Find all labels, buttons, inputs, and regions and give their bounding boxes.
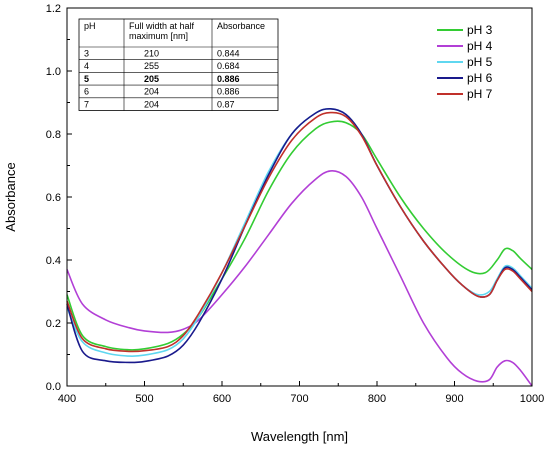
table-cell: 255 xyxy=(144,61,159,71)
x-tick-label: 600 xyxy=(213,393,231,405)
y-tick-label: 0.2 xyxy=(46,318,61,330)
table-cell: 3 xyxy=(84,49,89,59)
series-line-ph-5 xyxy=(66,107,533,358)
table-cell: 0.886 xyxy=(217,74,240,84)
table-cell: 4 xyxy=(84,61,89,71)
legend-label-ph-5: pH 5 xyxy=(467,55,493,69)
legend-label-ph-3: pH 3 xyxy=(467,23,493,37)
x-tick-label: 1000 xyxy=(520,393,544,405)
legend: pH 3 pH 4 pH 5 pH 6 pH 7 xyxy=(437,23,493,101)
series-line-ph-7 xyxy=(66,111,533,353)
table-cell: 204 xyxy=(144,87,159,97)
table-header-cell: maximum [nm] xyxy=(129,31,188,41)
legend-label-ph-6: pH 6 xyxy=(467,71,493,85)
y-axis: 0.0 0.2 0.4 0.6 0.8 1.0 1.2 xyxy=(46,3,72,393)
table-cell: 205 xyxy=(144,74,159,84)
table-cell: 204 xyxy=(144,99,159,109)
y-tick-label: 0.0 xyxy=(46,381,61,393)
x-tick-label: 900 xyxy=(445,393,463,405)
legend-label-ph-4: pH 4 xyxy=(467,39,493,53)
series-line-ph-4 xyxy=(66,169,533,387)
y-tick-label: 1.2 xyxy=(46,3,61,15)
table-cell: 6 xyxy=(84,87,89,97)
series-layer xyxy=(66,107,533,387)
x-tick-label: 800 xyxy=(368,393,386,405)
y-tick-label: 0.8 xyxy=(46,129,61,141)
legend-label-ph-7: pH 7 xyxy=(467,87,493,101)
y-tick-label: 0.6 xyxy=(46,192,61,204)
table-cell: 0.684 xyxy=(217,61,240,71)
table-cell: 0.886 xyxy=(217,87,240,97)
table-frame xyxy=(78,18,279,111)
table-cell: 210 xyxy=(144,49,159,59)
x-tick-label: 700 xyxy=(290,393,308,405)
x-axis: 400 500 600 700 800 900 1000 xyxy=(58,381,544,405)
x-tick-label: 400 xyxy=(58,393,76,405)
table-cell: 0.844 xyxy=(217,49,240,59)
x-axis-title: Wavelength [nm] xyxy=(251,429,348,444)
table-cell: 0.87 xyxy=(217,99,235,109)
series-line-ph-6 xyxy=(66,107,533,364)
y-tick-label: 1.0 xyxy=(46,66,61,78)
x-tick-label: 500 xyxy=(135,393,153,405)
y-axis-title: Absorbance xyxy=(3,162,18,231)
table-cell: 5 xyxy=(84,74,89,84)
table-header-cell: pH xyxy=(84,21,96,31)
table-header-cell: Full width at half xyxy=(129,21,195,31)
series-line-ph-3 xyxy=(66,120,533,351)
table-cell: 7 xyxy=(84,99,89,109)
table-header-cell: Absorbance xyxy=(217,21,265,31)
y-tick-label: 0.4 xyxy=(46,255,61,267)
